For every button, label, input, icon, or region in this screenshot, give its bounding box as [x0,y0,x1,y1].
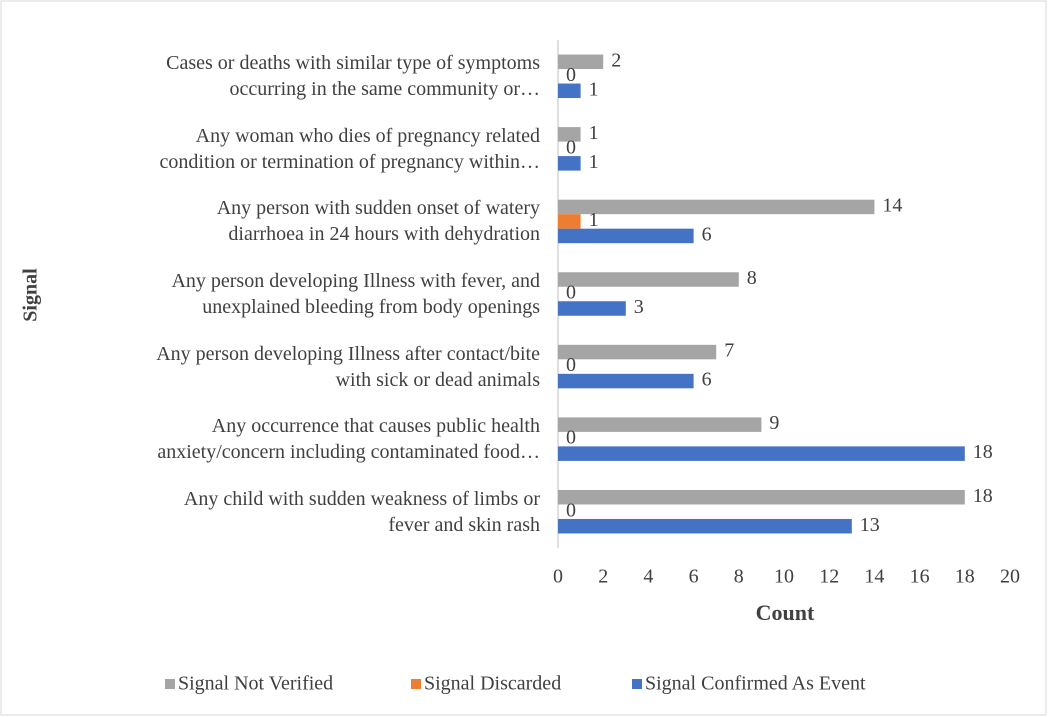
y-axis-title: Signal [20,268,42,322]
legend-swatch [632,679,642,689]
value-label: 18 [973,441,993,463]
bar [558,417,762,432]
x-tick-label: 8 [734,566,744,588]
value-label: 0 [566,427,576,449]
value-label: 0 [566,64,576,86]
bar [558,489,965,505]
x-tick-label: 10 [774,566,794,588]
value-label: 3 [634,296,644,318]
legend-label: Signal Confirmed As Event [645,673,866,695]
x-tick-label: 14 [864,566,884,588]
y-tick-label: Any occurrence that causes public health… [157,415,540,464]
value-label: 8 [747,267,757,289]
legend-swatch [165,679,175,689]
value-label: 1 [589,151,599,173]
y-tick-label: Any person developing Illness with fever… [171,270,540,318]
bar [558,156,581,171]
x-tick-label: 0 [553,566,563,588]
bar [558,373,694,389]
legend-label: Signal Not Verified [178,673,333,695]
x-tick-label: 4 [643,566,653,588]
x-tick-label: 18 [955,566,975,588]
y-tick-label: Any person with sudden onset of watery d… [216,197,540,246]
bar [558,301,626,316]
value-label: 0 [566,136,576,158]
x-tick-label: 2 [598,566,608,588]
value-label: 13 [860,514,880,536]
bar [558,344,717,360]
value-label: 2 [611,49,621,71]
value-label: 6 [702,369,712,391]
bar [558,272,739,287]
value-label: 0 [566,282,576,304]
x-tick-label: 6 [689,566,699,588]
x-tick-label: 20 [1000,566,1020,588]
legend-label: Signal Discarded [424,673,561,695]
y-tick-label: Any person developing Illness after cont… [156,342,540,391]
bar [558,54,604,70]
y-tick-label: Any woman who dies of pregnancy related … [159,124,540,173]
x-tick-label: 16 [910,566,930,588]
x-axis-title: Count [756,600,815,625]
value-label: 1 [589,78,599,100]
value-label: 18 [973,485,993,507]
value-label: 14 [882,195,902,217]
bar [558,446,965,461]
value-label: 9 [769,412,779,434]
bar [558,518,852,534]
value-label: 0 [566,499,576,521]
y-tick-label: Any child with sudden weakness of limbs … [183,487,540,536]
legend-swatch [411,679,421,689]
x-tick-label: 12 [819,566,839,588]
y-tick-label: Cases or deaths with similar type of sym… [166,52,540,101]
bar [558,127,581,142]
bar [558,199,875,215]
bar [558,214,581,229]
bar [558,83,581,99]
value-label: 1 [589,209,599,231]
value-label: 0 [566,354,576,376]
value-label: 6 [702,224,712,246]
value-label: 1 [589,122,599,144]
bar [558,228,694,244]
value-label: 7 [724,340,734,362]
